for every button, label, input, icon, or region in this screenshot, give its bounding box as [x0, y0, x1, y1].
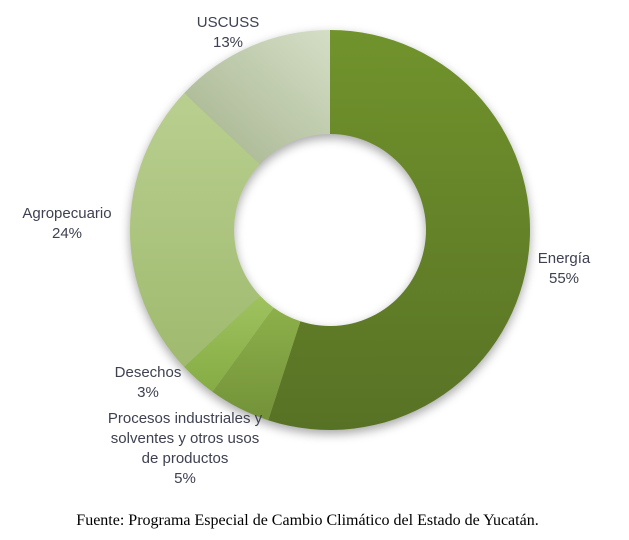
pie-slice-1 [268, 30, 531, 430]
pie-slice-3 [184, 295, 274, 392]
slice-name-procesos-industriales: Procesos industriales y solventes y otro… [107, 410, 263, 467]
slice-name-agropecuario: Agropecuario [22, 205, 112, 222]
slice-name-desechos: Desechos [114, 364, 182, 381]
pie-slice-2 [212, 307, 301, 421]
slice-percent-uscuss: 13% [212, 34, 244, 51]
slice-label-procesos-industriales: Procesos industriales y solventes y otro… [85, 409, 285, 489]
pie-slice-4 [130, 93, 261, 367]
donut-slices-group [130, 30, 531, 430]
slice-percent-desechos: 3% [137, 384, 159, 401]
slice-percent-agropecuario: 24% [51, 225, 83, 242]
slice-label-energia: Energía 55% [504, 249, 624, 289]
slice-name-energia: Energía [537, 250, 591, 267]
slice-name-uscuss: USCUSS [196, 14, 260, 31]
source-caption: Fuente: Programa Especial de Cambio Clim… [76, 512, 539, 529]
slice-label-agropecuario: Agropecuario 24% [7, 204, 127, 244]
slice-label-uscuss: USCUSS 13% [168, 13, 288, 53]
slice-label-desechos: Desechos 3% [88, 363, 208, 403]
slice-percent-procesos-industriales: 5% [174, 470, 196, 487]
slice-percent-energia: 55% [548, 270, 580, 287]
pie-slice-5 [184, 30, 330, 165]
